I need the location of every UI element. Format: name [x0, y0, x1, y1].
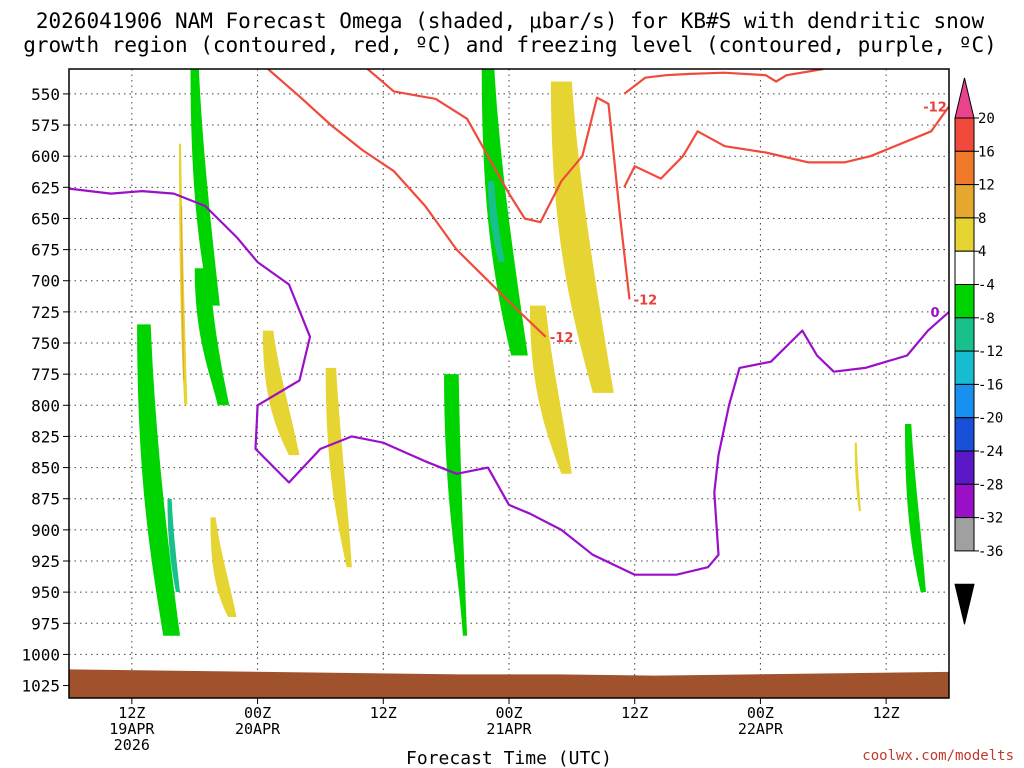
y-tick-label: 725	[31, 303, 60, 322]
y-axis: 550 575 600 625 650 675 700 725 750 775 800 825 850 8…	[21, 85, 69, 696]
colorbar-label: -32	[978, 511, 1003, 527]
x-tick-label: 12Z	[370, 704, 397, 722]
colorbar-swatch	[954, 117, 975, 152]
y-tick-label: 825	[31, 427, 60, 446]
colorbar-bottom-triangle	[954, 583, 975, 625]
freezing-contour-line	[69, 187, 949, 576]
x-tick-label: 22APR	[738, 720, 784, 738]
x-tick-label: 19APR	[109, 720, 155, 738]
dendritic-contour-line	[623, 69, 824, 95]
x-tick-label: 00Z	[495, 704, 522, 722]
dendritic-contour-label: -12	[634, 293, 658, 308]
colorbar-label: 12	[978, 178, 995, 194]
colorbar-label: -16	[978, 377, 1003, 393]
x-tick-label: 12Z	[621, 704, 648, 722]
colorbar-swatch	[954, 284, 975, 319]
omega-region-green-d	[444, 374, 468, 636]
omega-region-yellow-d	[325, 367, 352, 568]
y-tick-label: 675	[31, 241, 60, 260]
y-tick-label: 750	[31, 334, 60, 353]
y-tick-label: 875	[31, 490, 60, 509]
dendritic-contour-label: -12	[923, 100, 947, 115]
colorbar-swatch	[954, 350, 975, 385]
ground-layer	[69, 669, 949, 698]
colorbar-swatch	[954, 383, 975, 419]
dendritic-contour-line	[623, 105, 949, 188]
y-tick-label: 625	[31, 178, 60, 197]
colorbar-swatch	[954, 417, 975, 452]
colorbar-label: -28	[978, 477, 1003, 493]
colorbar-swatch	[954, 184, 975, 219]
colorbar-label: -24	[978, 444, 1003, 460]
colorbar-label: 8	[978, 211, 986, 227]
omega-region-yellow-f	[550, 81, 614, 393]
colorbar-label: -20	[978, 411, 1003, 427]
y-tick-label: 950	[31, 583, 60, 602]
y-tick-label: 925	[31, 552, 60, 571]
y-tick-label: 775	[31, 365, 60, 384]
credit-link[interactable]: coolwx.com/modelts	[862, 748, 1014, 764]
colorbar-label: 20	[978, 111, 995, 127]
colorbar-swatch	[954, 217, 975, 252]
omega-region-orange-a	[181, 206, 185, 381]
y-tick-label: 1000	[21, 645, 60, 664]
y-tick-label: 600	[31, 147, 60, 166]
x-tick-label: 20APR	[235, 720, 281, 738]
colorbar-label: -36	[978, 544, 1003, 560]
omega-region-yellow-a	[179, 143, 188, 406]
x-tick-label: 00Z	[244, 704, 271, 722]
ground-fill	[69, 669, 949, 698]
omega-region-green-c	[137, 324, 181, 636]
x-tick-label: 00Z	[747, 704, 774, 722]
colorbar-swatch	[954, 483, 975, 519]
temperature-contours: -12 -12 -12 0	[69, 69, 949, 576]
dendritic-contour-line	[366, 69, 631, 300]
colorbar-top-triangle	[954, 77, 975, 119]
colorbar-swatch	[954, 150, 975, 186]
omega-region-green-f	[905, 423, 926, 593]
y-tick-label: 800	[31, 396, 60, 415]
omega-shaded-regions	[137, 69, 926, 636]
colorbar: 20 16 12 8 4 -4 -8 -12 -16 -20 -24 -28 -32 -36	[954, 77, 1003, 625]
omega-region-green-a	[190, 69, 220, 306]
colorbar-swatch	[954, 250, 975, 285]
x-tick-label: 12Z	[873, 704, 900, 722]
colorbar-swatch	[954, 450, 975, 485]
colorbar-swatch	[954, 317, 975, 352]
chart-title-line2: growth region (contoured, red, ºC) and f…	[23, 33, 997, 57]
omega-region-yellow-g	[854, 442, 861, 512]
y-tick-label: 550	[31, 85, 60, 104]
omega-region-teal-b	[488, 181, 505, 263]
freezing-contour-label: 0	[930, 306, 939, 321]
y-tick-label: 900	[31, 521, 60, 540]
dendritic-contour-line	[267, 69, 547, 338]
x-tick-label: 2026	[114, 736, 150, 754]
x-tick-label: 21APR	[486, 720, 532, 738]
x-tick-label: 12Z	[118, 704, 145, 722]
colorbar-label: -4	[978, 278, 995, 294]
chart-title-line1: 2026041906 NAM Forecast Omega (shaded, μ…	[36, 9, 985, 33]
omega-region-yellow-c	[262, 330, 300, 456]
y-tick-label: 700	[31, 272, 60, 291]
y-tick-label: 1025	[21, 677, 60, 696]
omega-region-green-b	[194, 268, 230, 406]
omega-region-green-e	[481, 69, 528, 356]
x-axis-label: Forecast Time (UTC)	[406, 748, 612, 768]
omega-region-yellow-b	[210, 517, 237, 618]
y-tick-label: 975	[31, 614, 60, 633]
colorbar-label: 16	[978, 144, 995, 160]
y-tick-label: 650	[31, 209, 60, 228]
omega-region-yellow-e	[529, 305, 572, 474]
colorbar-label: -12	[978, 344, 1003, 360]
y-tick-label: 575	[31, 116, 60, 135]
y-tick-label: 850	[31, 459, 60, 478]
colorbar-label: -8	[978, 311, 995, 327]
dendritic-contour-label: -12	[550, 331, 574, 346]
colorbar-label: 4	[978, 244, 986, 260]
colorbar-swatch	[954, 517, 975, 552]
omega-region-teal-a	[167, 498, 181, 593]
